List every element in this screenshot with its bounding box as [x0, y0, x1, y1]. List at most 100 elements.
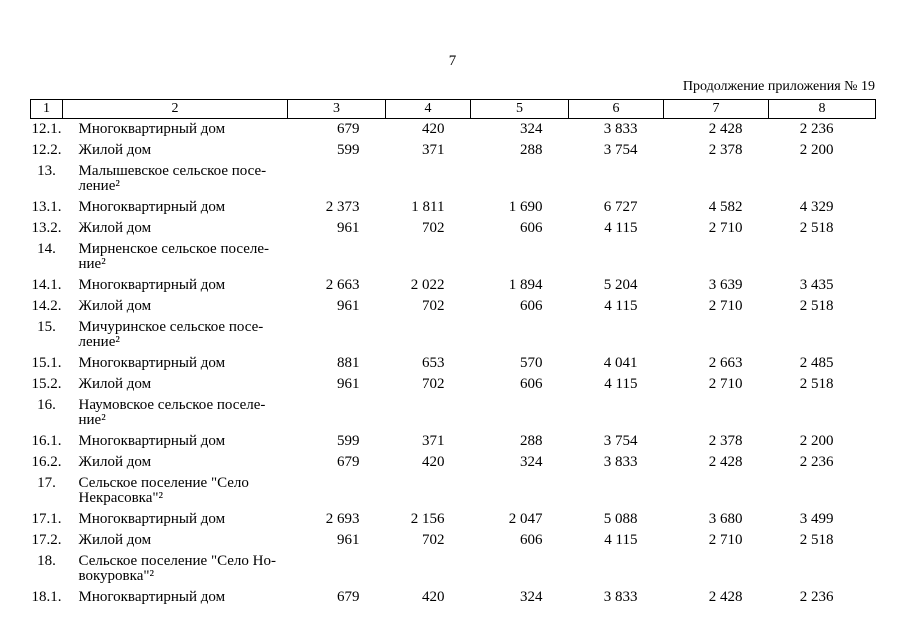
row-number: 17.1.: [31, 511, 62, 527]
row-value: [288, 551, 386, 587]
row-name: Многоквартирный дом: [78, 589, 226, 605]
row-value: [288, 395, 386, 431]
row-value: 4 115: [604, 532, 638, 548]
row-value: 2 663: [708, 355, 743, 371]
row-value: 324: [520, 454, 543, 470]
table-row: 15. Мичуринское сельское посе- ление²: [31, 317, 876, 353]
row-number: 14.2.: [31, 298, 62, 314]
row-value: 3 680: [708, 511, 743, 527]
column-header: 5: [470, 99, 569, 119]
row-value: 653: [422, 355, 445, 371]
row-value: 2 200: [799, 142, 834, 158]
row-value: 606: [520, 298, 543, 314]
row-name: Малышевское сельское посе- ление²: [78, 163, 267, 194]
row-value: 2 518: [799, 376, 834, 392]
column-header: 8: [768, 99, 876, 119]
row-value: [386, 239, 471, 275]
row-name: Мирненское сельское поселе- ние²: [78, 241, 270, 272]
row-value: [288, 239, 386, 275]
row-value: 2 236: [799, 121, 834, 137]
table-row: 17. Сельское поселение "Село Некрасовка"²: [31, 473, 876, 509]
row-value: 679: [337, 454, 360, 470]
row-value: 2 710: [708, 376, 743, 392]
table-row: 12.2. Жилой дом 599 371 288 3 754 2 378 2 200: [31, 140, 876, 161]
row-value: [471, 551, 569, 587]
column-header: 4: [385, 99, 471, 119]
row-value: 420: [422, 454, 445, 470]
row-number: 16.: [37, 397, 56, 413]
table-row: 17.1. Многоквартирный дом 2 693 2 156 2 047 5…: [31, 509, 876, 530]
row-value: [471, 317, 569, 353]
row-name: Многоквартирный дом: [78, 511, 226, 527]
row-value: 4 329: [799, 199, 834, 215]
row-value: 2 428: [708, 454, 743, 470]
row-value: [569, 473, 664, 509]
row-value: [664, 473, 769, 509]
column-header: 7: [663, 99, 769, 119]
row-value: [769, 551, 876, 587]
row-value: 2 200: [799, 433, 834, 449]
row-number: 15.2.: [31, 376, 62, 392]
row-value: 2 428: [708, 589, 743, 605]
row-name: Жилой дом: [78, 454, 152, 470]
row-value: 371: [422, 142, 445, 158]
row-value: 288: [520, 142, 543, 158]
row-name: Сельское поселение "Село Но- вокуровка"²: [78, 553, 276, 584]
row-value: [386, 317, 471, 353]
row-value: [569, 395, 664, 431]
row-value: 3 833: [603, 454, 638, 470]
row-value: 606: [520, 532, 543, 548]
row-value: 2 022: [410, 277, 445, 293]
row-value: [569, 161, 664, 197]
row-value: 2 518: [799, 220, 834, 236]
table-body: 12.1. Многоквартирный дом 679 420 324 3 833 2 …: [31, 119, 876, 609]
row-value: 2 710: [708, 298, 743, 314]
row-value: 2 693: [325, 511, 360, 527]
row-value: [664, 551, 769, 587]
row-value: [569, 317, 664, 353]
row-value: 2 518: [799, 298, 834, 314]
row-value: 420: [422, 121, 445, 137]
row-value: 1 811: [411, 199, 445, 215]
table-row: 17.2. Жилой дом 961 702 606 4 115 2 710 2 518: [31, 530, 876, 551]
row-name: Жилой дом: [78, 376, 152, 392]
row-value: 5 088: [603, 511, 638, 527]
table-row: 14.1. Многоквартирный дом 2 663 2 022 1 894 5…: [31, 275, 876, 296]
row-value: 324: [520, 121, 543, 137]
row-value: 2 485: [799, 355, 834, 371]
row-name: Жилой дом: [78, 298, 152, 314]
row-value: 4 041: [603, 355, 638, 371]
row-name: Наумовское сельское поселе- ние²: [78, 397, 266, 428]
row-number: 17.2.: [31, 532, 62, 548]
row-value: 3 833: [603, 589, 638, 605]
row-value: 371: [422, 433, 445, 449]
row-value: 1 894: [508, 277, 543, 293]
row-number: 18.1.: [31, 589, 62, 605]
row-value: 2 663: [325, 277, 360, 293]
row-number: 17.: [37, 475, 56, 491]
table-row: 15.2. Жилой дом 961 702 606 4 115 2 710 2 518: [31, 374, 876, 395]
row-value: 961: [337, 532, 360, 548]
table-row: 18.1. Многоквартирный дом 679 420 324 3 833 2 …: [31, 587, 876, 608]
row-value: 2 236: [799, 589, 834, 605]
table-row: 16.1. Многоквартирный дом 599 371 288 3 754 2 …: [31, 431, 876, 452]
row-value: 3 639: [708, 277, 743, 293]
row-value: 2 378: [708, 142, 743, 158]
row-value: [386, 473, 471, 509]
row-value: 2 047: [508, 511, 543, 527]
row-value: 2 710: [708, 220, 743, 236]
row-value: [288, 317, 386, 353]
row-number: 13.: [37, 163, 56, 179]
row-value: [664, 395, 769, 431]
column-header: 1: [30, 99, 63, 119]
row-value: [569, 551, 664, 587]
row-number: 15.: [37, 319, 56, 335]
row-value: 4 115: [604, 376, 638, 392]
row-value: 3 833: [603, 121, 638, 137]
row-value: [664, 317, 769, 353]
row-name: Многоквартирный дом: [78, 433, 226, 449]
row-number: 13.2.: [31, 220, 62, 236]
row-value: 4 115: [604, 220, 638, 236]
row-value: [386, 395, 471, 431]
row-value: 961: [337, 298, 360, 314]
